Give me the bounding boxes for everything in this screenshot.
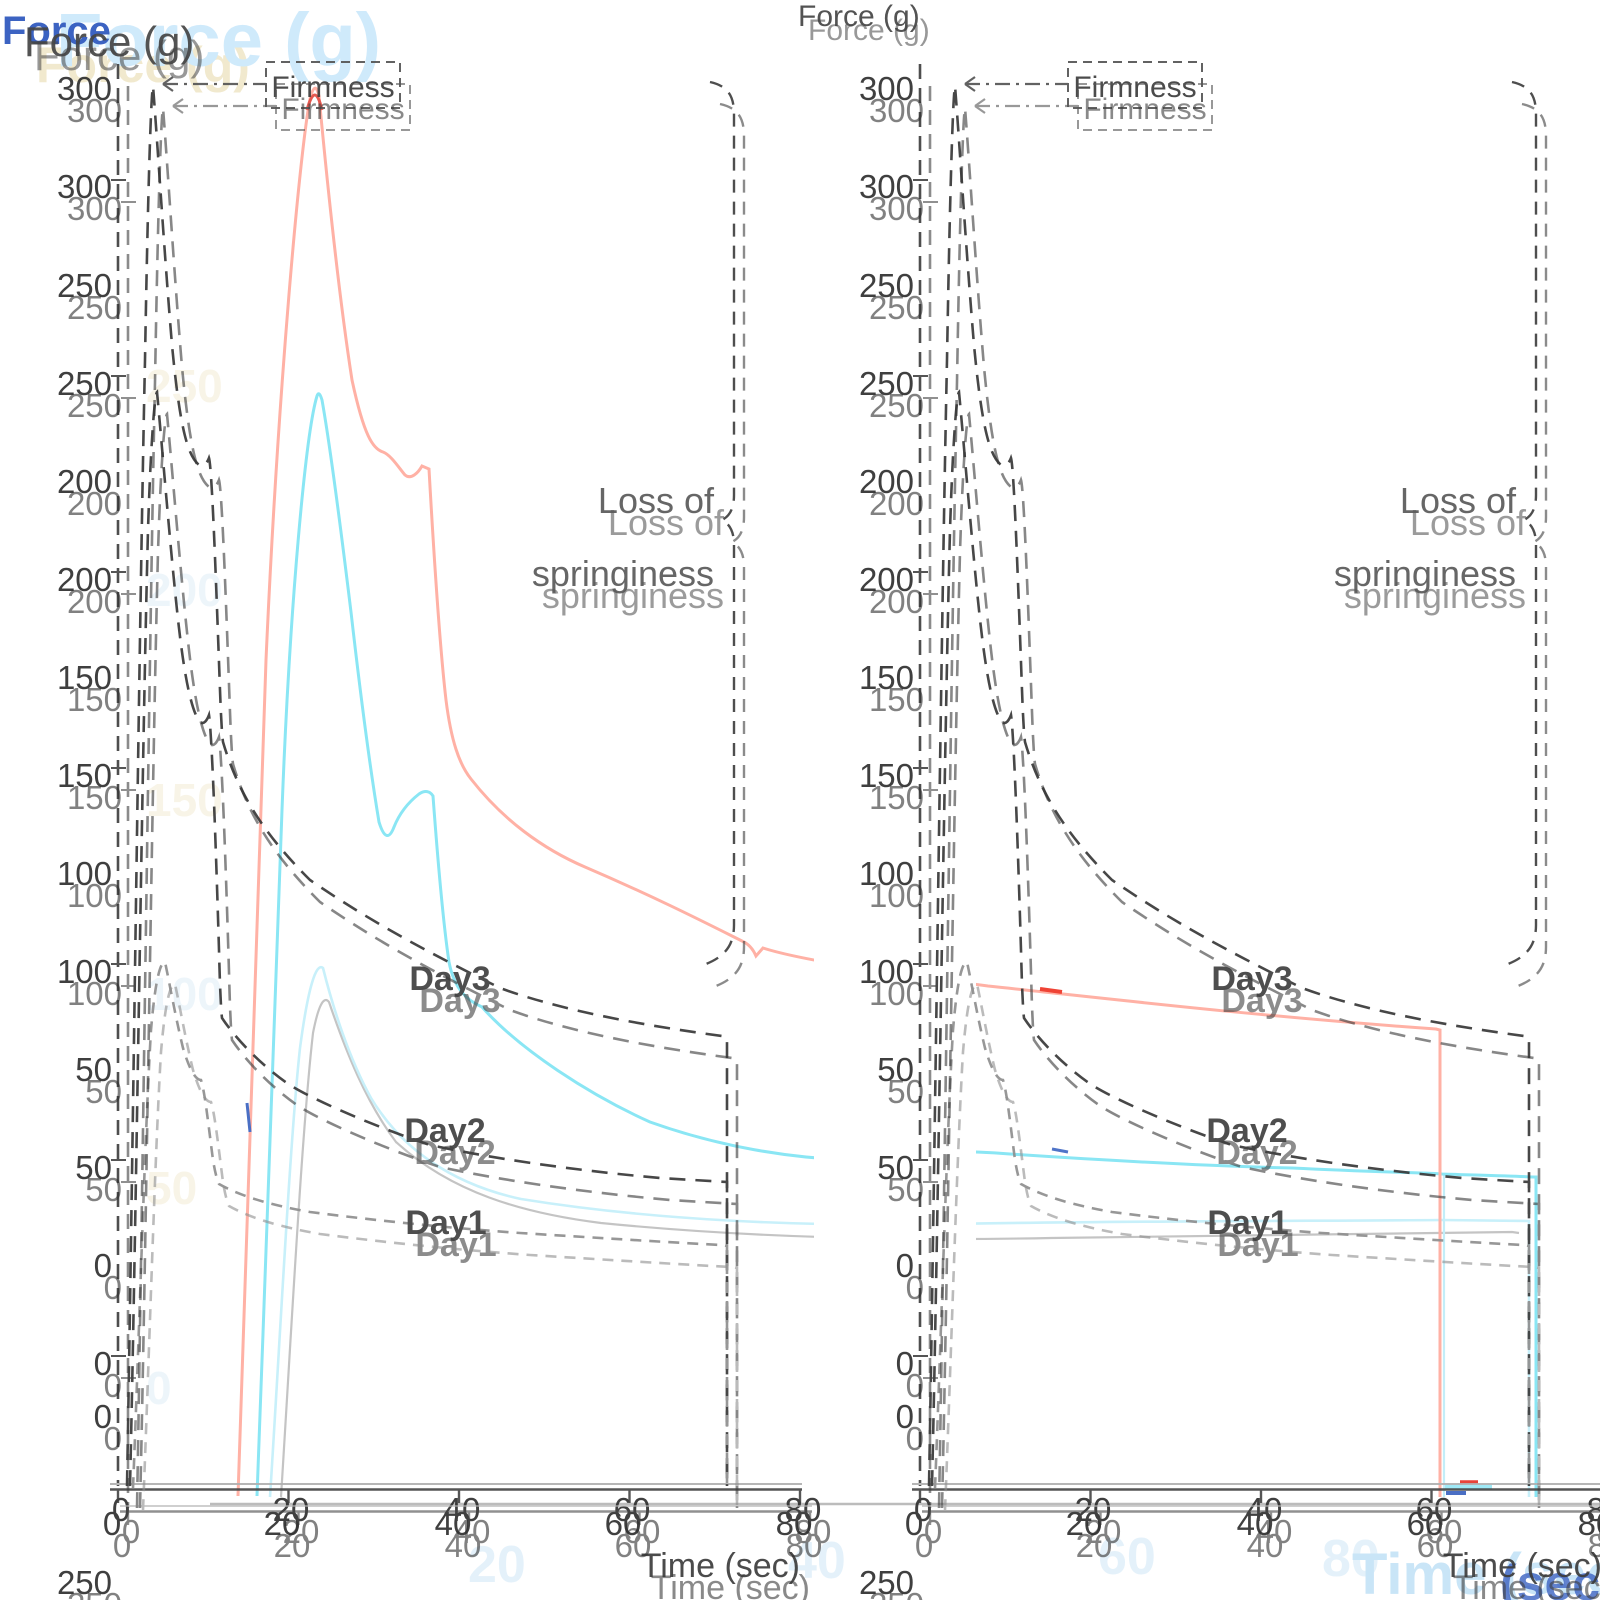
svg-text:Force (g): Force (g) (798, 0, 920, 33)
svg-text:150: 150 (146, 774, 223, 826)
svg-text:Force (g): Force (g) (24, 18, 194, 65)
svg-text:Force: Force (2, 9, 111, 53)
svg-text:0: 0 (146, 1362, 172, 1414)
svg-text:100: 100 (146, 968, 223, 1020)
svg-text:Force (g): Force (g) (808, 14, 930, 47)
svg-text:50: 50 (146, 1162, 197, 1214)
svg-text:80: 80 (1322, 1530, 1380, 1588)
